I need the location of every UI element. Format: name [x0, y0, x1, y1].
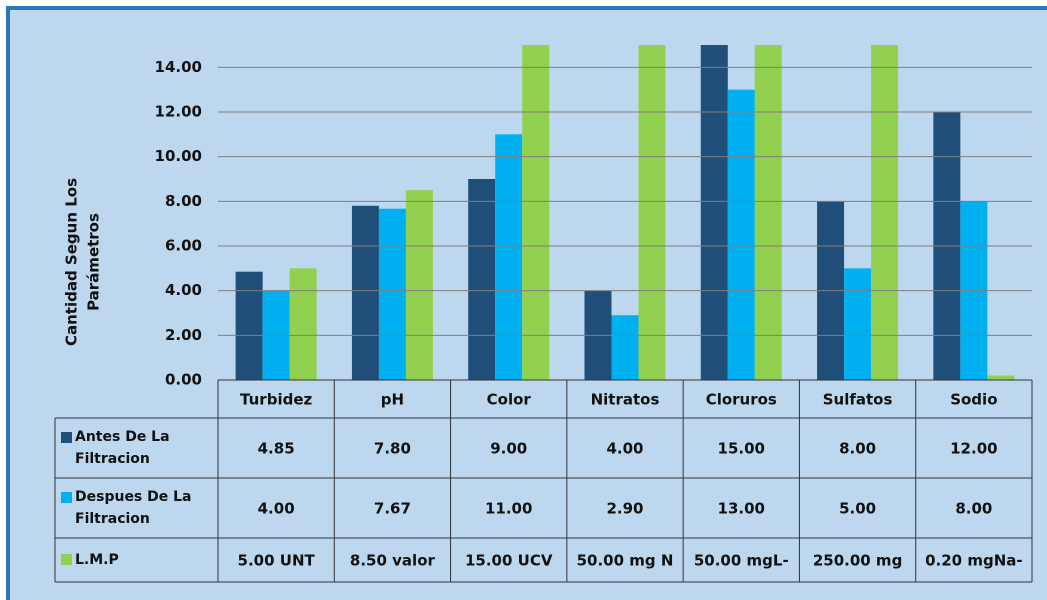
y-tick-label: 14.00 [155, 58, 202, 76]
top-border [6, 6, 1047, 10]
bar [871, 45, 899, 380]
data-label: 250.00 mg [813, 552, 902, 570]
legend-swatch [61, 554, 72, 565]
bar [468, 179, 496, 380]
legend-label: Despues De La Filtracion [75, 489, 192, 527]
data-label: 12.00 [950, 440, 997, 458]
bar [638, 45, 666, 380]
data-label: 9.00 [490, 440, 527, 458]
bar [844, 268, 872, 380]
data-label: 4.00 [258, 500, 295, 518]
y-tick-label: 4.00 [165, 281, 202, 299]
y-tick-label: 8.00 [165, 192, 202, 210]
x-tick-label: Color [487, 391, 532, 409]
bar [378, 208, 406, 380]
data-label: 15.00 UCV [465, 552, 553, 570]
bar [611, 315, 639, 380]
bar [351, 205, 379, 380]
legend-swatch [61, 432, 72, 443]
data-label: 7.80 [374, 440, 411, 458]
legend-cell: Despues De La Filtracion [75, 489, 192, 527]
y-axis-label: Parámetros [85, 213, 103, 311]
legend-label: L.M.P [75, 552, 119, 568]
bar [727, 89, 755, 381]
data-label: 50.00 mg N [577, 552, 674, 570]
y-tick-label: 2.00 [165, 326, 202, 344]
legend-swatch [61, 492, 72, 503]
left-border [6, 6, 10, 600]
y-tick-label: 10.00 [155, 147, 202, 165]
data-label: 50.00 mgL- [694, 552, 789, 570]
data-label: 4.85 [258, 440, 295, 458]
bar [495, 134, 523, 380]
bar [754, 45, 782, 380]
bar [700, 45, 728, 380]
data-label: 11.00 [485, 500, 532, 518]
y-tick-label: 0.00 [165, 371, 202, 389]
data-label: 13.00 [718, 500, 765, 518]
data-label: 5.00 UNT [238, 552, 316, 570]
data-label: 8.50 valor [350, 552, 436, 570]
legend-label: Antes De La Filtracion [75, 429, 170, 467]
data-label: 4.00 [606, 440, 643, 458]
data-label: 8.00 [955, 500, 992, 518]
data-label: 0.20 mgNa- [925, 552, 1023, 570]
y-tick-label: 6.00 [165, 237, 202, 255]
bar [987, 375, 1015, 380]
x-tick-label: pH [381, 391, 404, 409]
legend-cell: L.M.P [75, 552, 119, 568]
data-label: 7.67 [374, 500, 411, 518]
bar [235, 271, 263, 380]
legend-cell: Antes De La Filtracion [75, 429, 170, 467]
y-axis-label: Cantidad Segun Los [63, 178, 81, 346]
y-tick-label: 12.00 [155, 103, 202, 121]
bar [289, 268, 317, 380]
x-tick-label: Nitratos [591, 391, 660, 409]
x-tick-label: Sulfatos [823, 391, 893, 409]
x-tick-label: Sodio [950, 391, 997, 409]
bar [522, 45, 550, 380]
data-label: 5.00 [839, 500, 876, 518]
bar [405, 190, 433, 380]
x-tick-label: Turbidez [240, 391, 312, 409]
data-label: 2.90 [606, 500, 643, 518]
data-label: 15.00 [718, 440, 765, 458]
x-tick-label: Cloruros [706, 391, 777, 409]
data-label: 8.00 [839, 440, 876, 458]
